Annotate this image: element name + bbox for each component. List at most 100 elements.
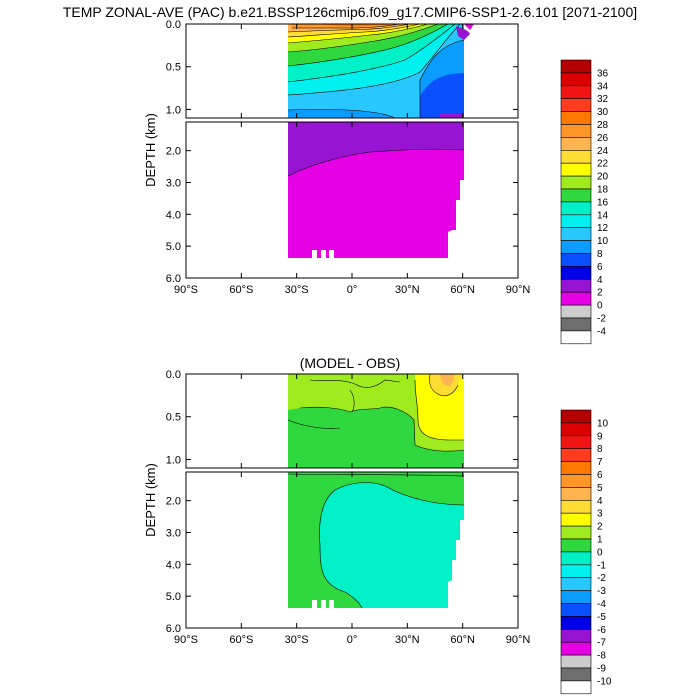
colorbar-label: 18 xyxy=(597,185,609,196)
top-x-ticks: 90°S 60°S 30°S 0° 30°N 60°N 90°N xyxy=(174,24,530,296)
colorbar-swatch xyxy=(560,680,592,695)
colorbar-swatch xyxy=(560,448,592,462)
colorbar-swatch xyxy=(560,512,592,527)
x-tick-label: 90°N xyxy=(506,284,531,296)
colorbar-swatch xyxy=(560,616,592,630)
bottom-y-ticks: 0.0 0.5 1.0 2.0 3.0 4.0 5.0 6.0 xyxy=(166,369,518,635)
x-tick-label: 60°N xyxy=(450,284,475,296)
colorbar-swatch xyxy=(560,253,592,267)
colorbar-label: 12 xyxy=(597,223,609,234)
y-tick-label: 3.0 xyxy=(166,527,181,539)
colorbar-swatch xyxy=(560,124,592,138)
colorbar-swatch xyxy=(560,214,592,229)
colorbar-label: 9 xyxy=(597,431,603,442)
colorbar-label: 26 xyxy=(597,133,609,144)
colorbar-label: 10 xyxy=(597,236,609,247)
x-tick-label: 30°N xyxy=(395,284,420,296)
colorbar-label: 10 xyxy=(597,418,609,429)
colorbar-swatch xyxy=(560,291,592,306)
x-tick-label: 60°N xyxy=(450,634,475,646)
top-lower-field xyxy=(287,122,465,258)
x-tick-label: 60°S xyxy=(229,634,253,646)
colorbar-label: 2 xyxy=(597,288,603,299)
colorbar-label: 8 xyxy=(597,444,603,455)
colorbar-swatch xyxy=(560,317,592,332)
colorbar-label: -10 xyxy=(597,676,612,687)
y-tick-label: 4.0 xyxy=(166,559,181,571)
x-tick-label: 90°N xyxy=(506,634,531,646)
top-panel: DEPTH (km) 0.0 0.5 1.0 2.0 3.0 4.0 5.0 6.0 90°S… xyxy=(143,19,530,296)
y-tick-label: 1.0 xyxy=(166,454,181,466)
colorbar-label: 3 xyxy=(597,509,603,520)
colorbar-swatch xyxy=(560,564,592,578)
colorbar-swatch xyxy=(560,278,592,293)
colorbar-swatch xyxy=(560,499,592,514)
colorbar-label: -5 xyxy=(597,612,606,623)
bottom-title: (MODEL - OBS) xyxy=(300,355,401,371)
colorbar-label: 22 xyxy=(597,159,609,170)
colorbar-swatch xyxy=(560,538,592,553)
y-tick-label: 2.0 xyxy=(166,496,181,508)
colorbar-swatch xyxy=(560,590,592,604)
colorbar-label: 6 xyxy=(597,262,603,273)
colorbar-swatch xyxy=(560,641,592,656)
colorbar-label: -9 xyxy=(597,664,606,675)
colorbar-label: 28 xyxy=(597,120,609,131)
colorbar-label: 32 xyxy=(597,94,609,105)
colorbar-label: -3 xyxy=(597,586,606,597)
colorbar-swatch xyxy=(560,304,592,319)
colorbar-label: -2 xyxy=(597,314,606,325)
y-tick-label: 0.5 xyxy=(166,412,181,424)
x-tick-label: 60°S xyxy=(229,284,253,296)
x-tick-label: 90°S xyxy=(174,634,198,646)
colorbar-swatch xyxy=(560,59,592,74)
colorbar-label: 36 xyxy=(597,68,609,79)
bottom-ylabel: DEPTH (km) xyxy=(143,463,158,537)
colorbar-label: -2 xyxy=(597,573,606,584)
colorbar-label: 0 xyxy=(597,547,603,558)
colorbar-swatch xyxy=(560,525,592,540)
colorbar-label: 8 xyxy=(597,249,603,260)
colorbar-swatch xyxy=(560,227,592,241)
colorbar-swatch xyxy=(560,330,592,345)
colorbar-swatch xyxy=(560,461,592,475)
colorbar-label: -7 xyxy=(597,638,606,649)
colorbar-swatch xyxy=(560,422,592,437)
top-ylabel: DEPTH (km) xyxy=(143,113,158,187)
colorbar-swatch xyxy=(560,435,592,449)
bottom-panel: (MODEL - OBS) DEPTH (km) 0.00 xyxy=(143,355,530,646)
x-tick-label: 90°S xyxy=(174,284,198,296)
colorbar-label: 5 xyxy=(597,483,603,494)
colorbar-label: 4 xyxy=(597,275,603,286)
colorbar-swatch xyxy=(560,201,592,216)
y-tick-label: 2.0 xyxy=(166,146,181,158)
colorbar-label: 14 xyxy=(597,210,609,221)
colorbar-label: 6 xyxy=(597,470,603,481)
colorbar-label: 2 xyxy=(597,522,603,533)
colorbar-swatch xyxy=(560,240,592,254)
bottom-colorbar: 10 9 8 7 6 5 4 3 2 10 -1 -2 -3 -4 -5 -6 -7 -8 -9-10 xyxy=(560,409,612,695)
colorbar-label: 4 xyxy=(597,496,603,507)
colorbar-swatch xyxy=(560,98,592,112)
colorbar-label: -6 xyxy=(597,625,606,636)
y-tick-label: 1.0 xyxy=(166,104,181,116)
x-tick-label: 30°N xyxy=(395,634,420,646)
y-tick-label: 0.0 xyxy=(166,19,181,31)
y-tick-label: 4.0 xyxy=(166,209,181,221)
colorbar-swatch xyxy=(560,150,592,164)
x-tick-label: 30°S xyxy=(285,284,309,296)
colorbar-label: 1 xyxy=(597,535,603,546)
y-tick-label: 6.0 xyxy=(166,623,181,635)
x-tick-label: 30°S xyxy=(285,634,309,646)
colorbar-swatch xyxy=(560,654,592,669)
colorbar-swatch xyxy=(560,577,592,591)
colorbar-label: 30 xyxy=(597,107,609,118)
colorbar-swatch xyxy=(560,667,592,682)
colorbar-swatch xyxy=(560,603,592,617)
y-tick-label: 6.0 xyxy=(166,273,181,285)
colorbar-swatch xyxy=(560,628,592,643)
y-tick-label: 5.0 xyxy=(166,241,181,253)
top-y-ticks: 0.0 0.5 1.0 2.0 3.0 4.0 5.0 6.0 xyxy=(166,19,518,285)
